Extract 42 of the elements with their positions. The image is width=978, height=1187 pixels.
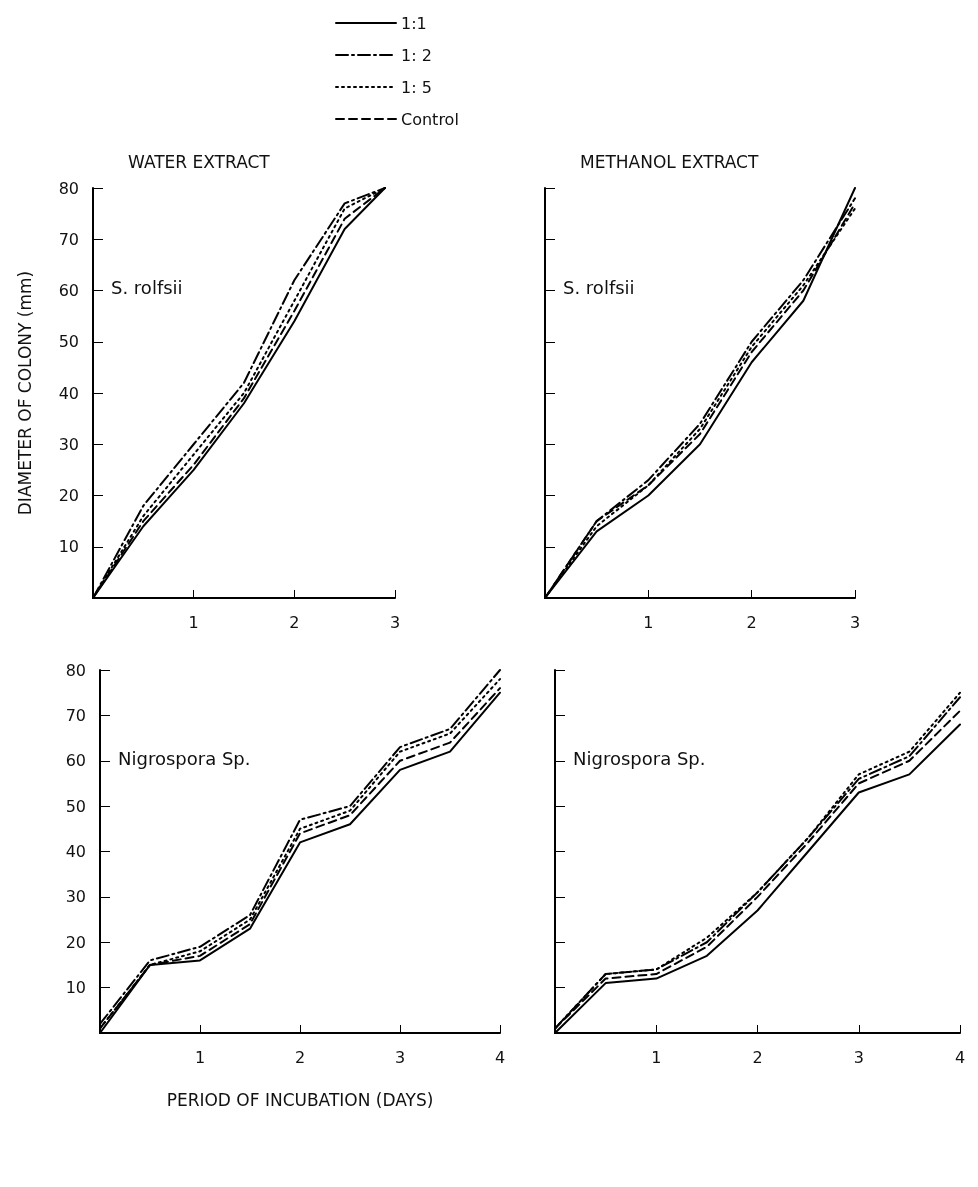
y-axis-title: DIAMETER OF COLONY (mm) <box>14 270 35 516</box>
annotation: Nigrospora Sp. <box>118 748 251 770</box>
annotation: S. rolfsii <box>563 276 635 298</box>
y-tick-label: 70 <box>58 229 79 249</box>
x-tick-label: 1 <box>651 1047 662 1067</box>
x-tick-label: 2 <box>752 1047 763 1067</box>
y-tick-label: 70 <box>65 705 86 725</box>
legend-label: 1: 5 <box>401 77 432 97</box>
y-tick-label: 10 <box>58 537 79 557</box>
y-tick-label: 40 <box>65 842 86 861</box>
x-tick-label: 2 <box>294 1047 306 1067</box>
x-tick-label: 2 <box>746 612 757 632</box>
y-tick-label: 50 <box>58 332 79 352</box>
x-tick-label: 4 <box>494 1047 506 1067</box>
legend-label: Control <box>401 109 459 129</box>
x-tick-label: 3 <box>853 1047 864 1067</box>
x-tick-label: 1 <box>194 1047 206 1067</box>
y-tick-label: 80 <box>58 178 79 198</box>
y-tick-label: 50 <box>65 796 86 816</box>
chart-title: METHANOL EXTRACT <box>580 151 759 172</box>
x-axis-title: PERIOD OF INCUBATION (DAYS) <box>166 1089 434 1110</box>
y-tick-label: 20 <box>65 932 86 952</box>
y-tick-label: 40 <box>58 383 79 403</box>
x-tick-label: 1 <box>643 612 654 632</box>
annotation: S. rolfsii <box>111 276 183 298</box>
y-tick-label: 20 <box>58 486 79 505</box>
y-tick-label: 30 <box>58 434 79 454</box>
y-tick-label: 30 <box>65 887 86 907</box>
chart-title: WATER EXTRACT <box>128 151 271 172</box>
x-tick-label: 3 <box>389 612 401 632</box>
y-tick-label: 60 <box>58 281 79 300</box>
legend-label: 1: 2 <box>401 45 432 65</box>
legend-label: 1:1 <box>401 13 427 33</box>
x-tick-label: 3 <box>849 612 861 632</box>
y-tick-label: 10 <box>65 978 86 998</box>
y-tick-label: 60 <box>65 751 86 771</box>
annotation: Nigrospora Sp. <box>573 748 706 770</box>
x-tick-label: 2 <box>289 612 300 632</box>
x-tick-label: 4 <box>954 1047 966 1067</box>
x-tick-label: 1 <box>188 612 199 632</box>
y-tick-label: 80 <box>65 660 86 680</box>
x-tick-label: 3 <box>394 1047 406 1067</box>
